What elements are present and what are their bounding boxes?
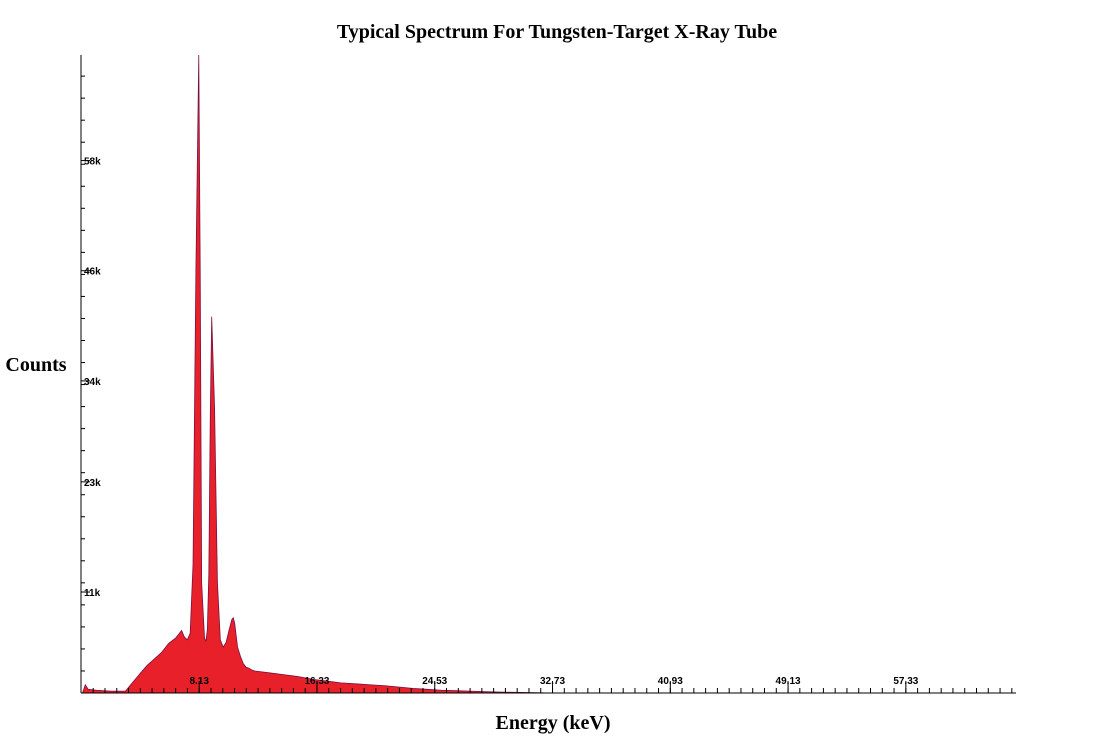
spectrum-area [81, 54, 550, 694]
y-axis-title: Counts [5, 354, 66, 376]
x-tick-label: 57.33 [893, 676, 918, 687]
x-tick-label: 49.13 [776, 676, 801, 687]
plot-area: 8.13 16.33 24.53 32.73 40.93 49.13 57.33 11k 23… [80, 54, 1016, 694]
x-tick-label: 32.73 [540, 676, 565, 687]
x-axis-title: Energy (keV) [496, 712, 611, 734]
y-major-ticks: 11k 23k 34k 46k 58k [81, 157, 101, 599]
x-tick-label: 8.13 [189, 676, 209, 687]
x-major-ticks: 8.13 16.33 24.53 32.73 40.93 49.13 57.33 [189, 676, 919, 693]
y-tick-label: 34k [84, 377, 101, 388]
y-tick-label: 11k [84, 588, 101, 599]
y-tick-label: 58k [84, 157, 101, 168]
x-minor-ticks [92, 688, 1013, 693]
y-minor-ticks [81, 75, 85, 672]
chart-title: Typical Spectrum For Tungsten-Target X-R… [337, 21, 777, 43]
x-tick-label: 16.33 [304, 676, 329, 687]
y-tick-label: 46k [84, 267, 101, 278]
y-tick-label: 23k [84, 478, 101, 489]
x-tick-label: 24.53 [422, 676, 447, 687]
x-tick-label: 40.93 [658, 676, 683, 687]
